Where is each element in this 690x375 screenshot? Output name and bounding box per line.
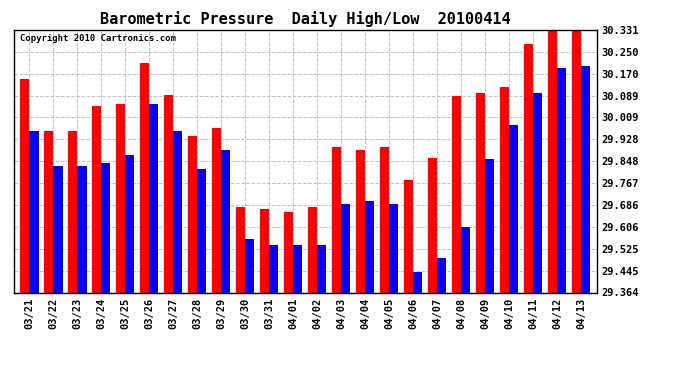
Bar: [342, 204, 351, 292]
Bar: [164, 95, 173, 292]
Bar: [558, 68, 566, 292]
Bar: [197, 169, 206, 292]
Bar: [413, 272, 422, 292]
Bar: [308, 207, 317, 292]
Bar: [476, 93, 485, 292]
Bar: [149, 104, 159, 292]
Bar: [317, 245, 326, 292]
Bar: [221, 150, 230, 292]
Bar: [92, 106, 101, 292]
Bar: [236, 207, 246, 292]
Bar: [188, 136, 197, 292]
Bar: [269, 245, 279, 292]
Bar: [452, 96, 462, 292]
Bar: [246, 239, 255, 292]
Bar: [500, 87, 509, 292]
Bar: [284, 212, 293, 292]
Bar: [53, 166, 63, 292]
Bar: [548, 30, 558, 292]
Bar: [437, 258, 446, 292]
Text: Copyright 2010 Cartronics.com: Copyright 2010 Cartronics.com: [19, 34, 175, 43]
Bar: [68, 131, 77, 292]
Bar: [365, 201, 375, 292]
Bar: [293, 245, 302, 292]
Bar: [30, 131, 39, 292]
Bar: [77, 166, 86, 292]
Bar: [572, 30, 581, 292]
Bar: [581, 66, 591, 292]
Bar: [524, 44, 533, 292]
Bar: [356, 150, 365, 292]
Bar: [213, 128, 221, 292]
Bar: [485, 159, 495, 292]
Bar: [509, 125, 518, 292]
Bar: [404, 180, 413, 292]
Bar: [20, 79, 30, 292]
Title: Barometric Pressure  Daily High/Low  20100414: Barometric Pressure Daily High/Low 20100…: [100, 12, 511, 27]
Bar: [126, 155, 135, 292]
Bar: [260, 209, 269, 292]
Bar: [389, 204, 398, 292]
Bar: [140, 63, 149, 292]
Bar: [332, 147, 342, 292]
Bar: [462, 227, 471, 292]
Bar: [533, 93, 542, 292]
Bar: [380, 147, 389, 292]
Bar: [428, 158, 437, 292]
Bar: [44, 131, 53, 292]
Bar: [173, 131, 182, 292]
Bar: [116, 104, 126, 292]
Bar: [101, 163, 110, 292]
